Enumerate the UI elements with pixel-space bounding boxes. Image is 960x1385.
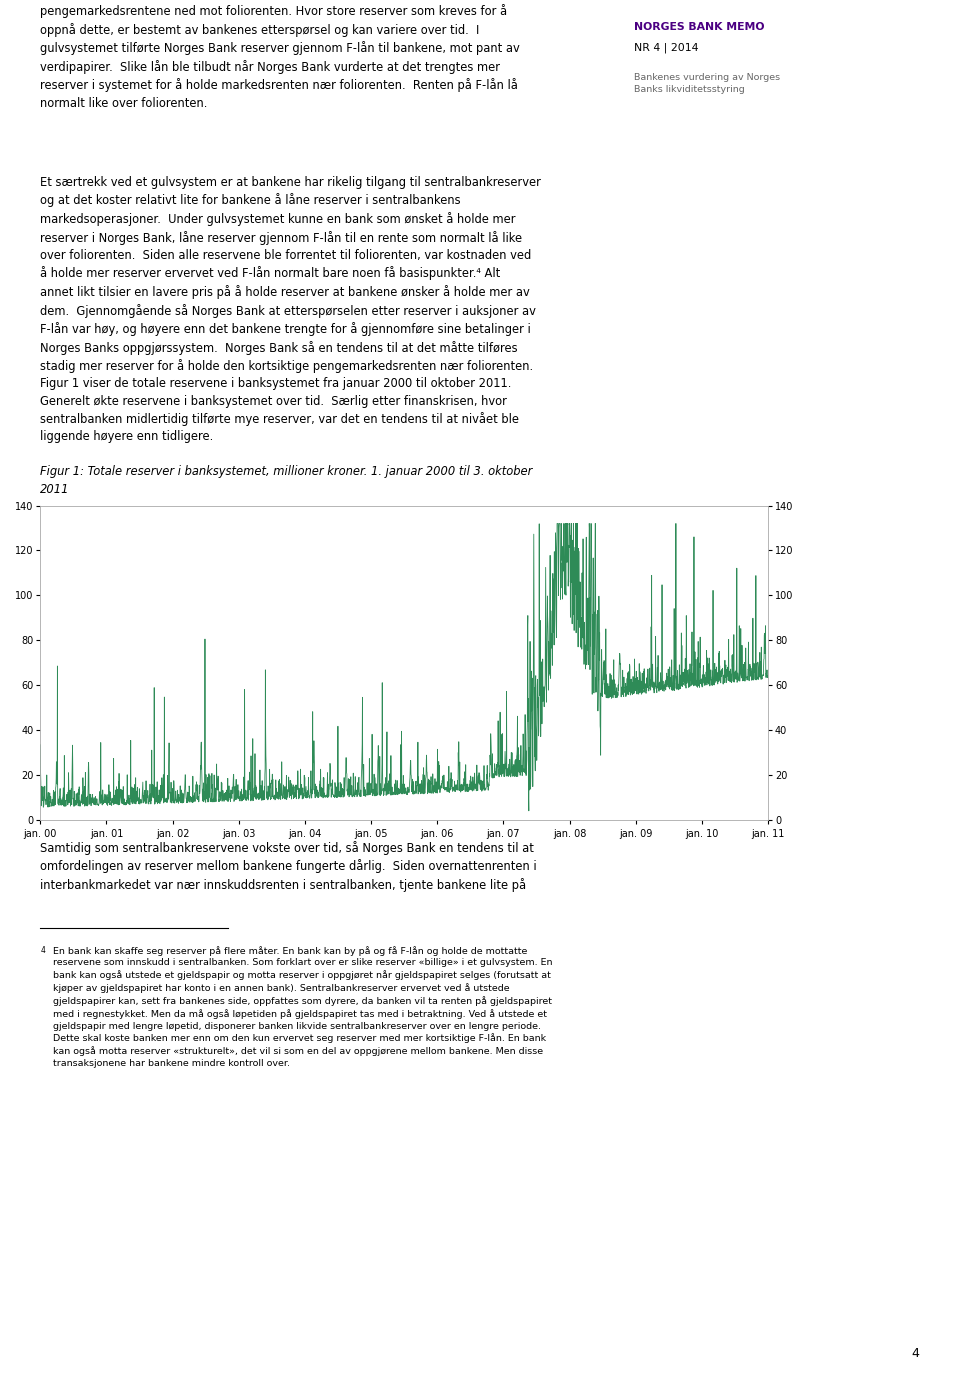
- Text: NORGES BANK MEMO: NORGES BANK MEMO: [634, 22, 764, 32]
- Text: En bank kan skaffe seg reserver på flere måter. En bank kan by på og få F-lån og: En bank kan skaffe seg reserver på flere…: [53, 946, 552, 1068]
- Text: Et særtrekk ved et gulvsystem er at bankene har rikelig tilgang til sentralbankr: Et særtrekk ved et gulvsystem er at bank…: [40, 176, 541, 443]
- Text: 4: 4: [40, 946, 45, 954]
- Text: Bankenes vurdering av Norges
Banks likviditetsstyring: Bankenes vurdering av Norges Banks likvi…: [634, 73, 780, 94]
- Text: NR 4 | 2014: NR 4 | 2014: [634, 43, 698, 54]
- Text: Samtidig som sentralbankreservene vokste over tid, så Norges Bank en tendens til: Samtidig som sentralbankreservene vokste…: [40, 841, 537, 892]
- Text: 4: 4: [912, 1348, 920, 1360]
- Text: pengemarkedsrentene ned mot foliorenten. Hvor store reserver som kreves for å
op: pengemarkedsrentene ned mot foliorenten.…: [40, 4, 520, 109]
- Text: Figur 1: Totale reserver i banksystemet, millioner kroner. 1. januar 2000 til 3.: Figur 1: Totale reserver i banksystemet,…: [40, 465, 533, 496]
